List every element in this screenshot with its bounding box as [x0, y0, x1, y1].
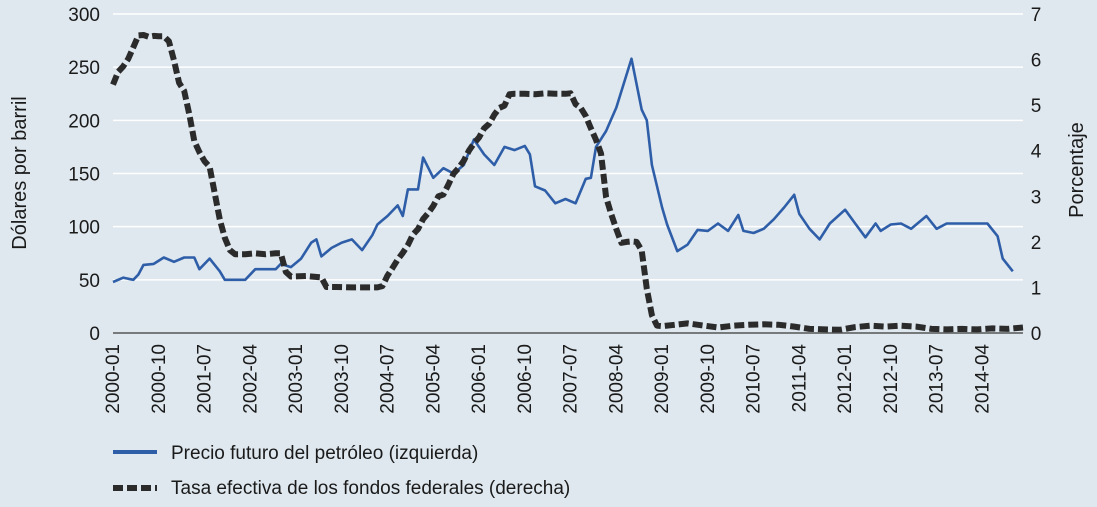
left-tick-label: 200: [68, 111, 100, 132]
right-tick-label: 6: [1031, 51, 1042, 72]
left-tick-label: 250: [68, 58, 100, 79]
x-tick-label: 2002-04: [240, 344, 261, 414]
grid: [113, 13, 1023, 281]
left-tick-label: 150: [68, 165, 100, 186]
right-tick-label: 7: [1031, 5, 1042, 26]
left-tick-label: 0: [89, 324, 100, 345]
rate-series-line: [110, 32, 1024, 333]
x-tick-label: 2010-07: [744, 344, 765, 414]
series-layer: [110, 32, 1024, 333]
legend-oil-label: Precio futuro del petróleo (izquierda): [171, 443, 478, 464]
x-axis-ticks: 2000-01 2000-10 2001-07 2002-04 2003-01 2003-…: [103, 344, 993, 414]
x-tick-label: 2003-10: [332, 344, 353, 414]
x-tick-label: 2001-07: [195, 344, 216, 414]
right-tick-label: 3: [1031, 187, 1042, 208]
left-tick-label: 300: [68, 5, 100, 26]
left-tick-label: 100: [68, 218, 100, 239]
x-tick-label: 2014-04: [972, 344, 993, 414]
x-tick-label: 2003-01: [286, 344, 307, 414]
x-tick-label: 2011-04: [789, 344, 810, 413]
x-tick-label: 2004-07: [378, 344, 399, 414]
x-tick-label: 2006-01: [469, 344, 490, 414]
legend-rate-label: Tasa efectiva de los fondos federales (d…: [171, 478, 570, 499]
x-tick-label: 2006-10: [515, 344, 536, 414]
left-tick-label: 50: [79, 271, 100, 292]
left-axis-title: Dólares por barril: [9, 96, 31, 249]
x-tick-label: 2012-10: [881, 344, 902, 414]
x-tick-label: 2000-10: [149, 344, 170, 414]
x-tick-label: 2009-10: [698, 344, 719, 414]
right-tick-label: 5: [1031, 96, 1042, 117]
x-tick-label: 2012-01: [835, 344, 856, 414]
right-tick-label: 4: [1031, 142, 1042, 163]
oil-series-line: [112, 57, 1014, 284]
left-axis-ticks: 0 50 100 150 200 250 300: [68, 5, 100, 345]
x-tick-label: 2007-07: [561, 344, 582, 414]
x-tick-label: 2005-04: [423, 344, 444, 414]
right-axis-ticks: 0 1 2 3 4 5 6 7: [1031, 5, 1042, 345]
right-tick-label: 0: [1031, 324, 1042, 345]
x-tick-label: 2013-07: [927, 344, 948, 414]
right-tick-label: 2: [1031, 233, 1042, 254]
right-axis-title: Porcentaje: [1066, 122, 1088, 218]
x-tick-label: 2008-04: [606, 344, 627, 414]
right-tick-label: 1: [1031, 278, 1042, 299]
x-tick-label: 2000-01: [103, 344, 124, 414]
x-tick-label: 2009-01: [652, 344, 673, 414]
legend: Precio futuro del petróleo (izquierda) T…: [113, 443, 570, 499]
